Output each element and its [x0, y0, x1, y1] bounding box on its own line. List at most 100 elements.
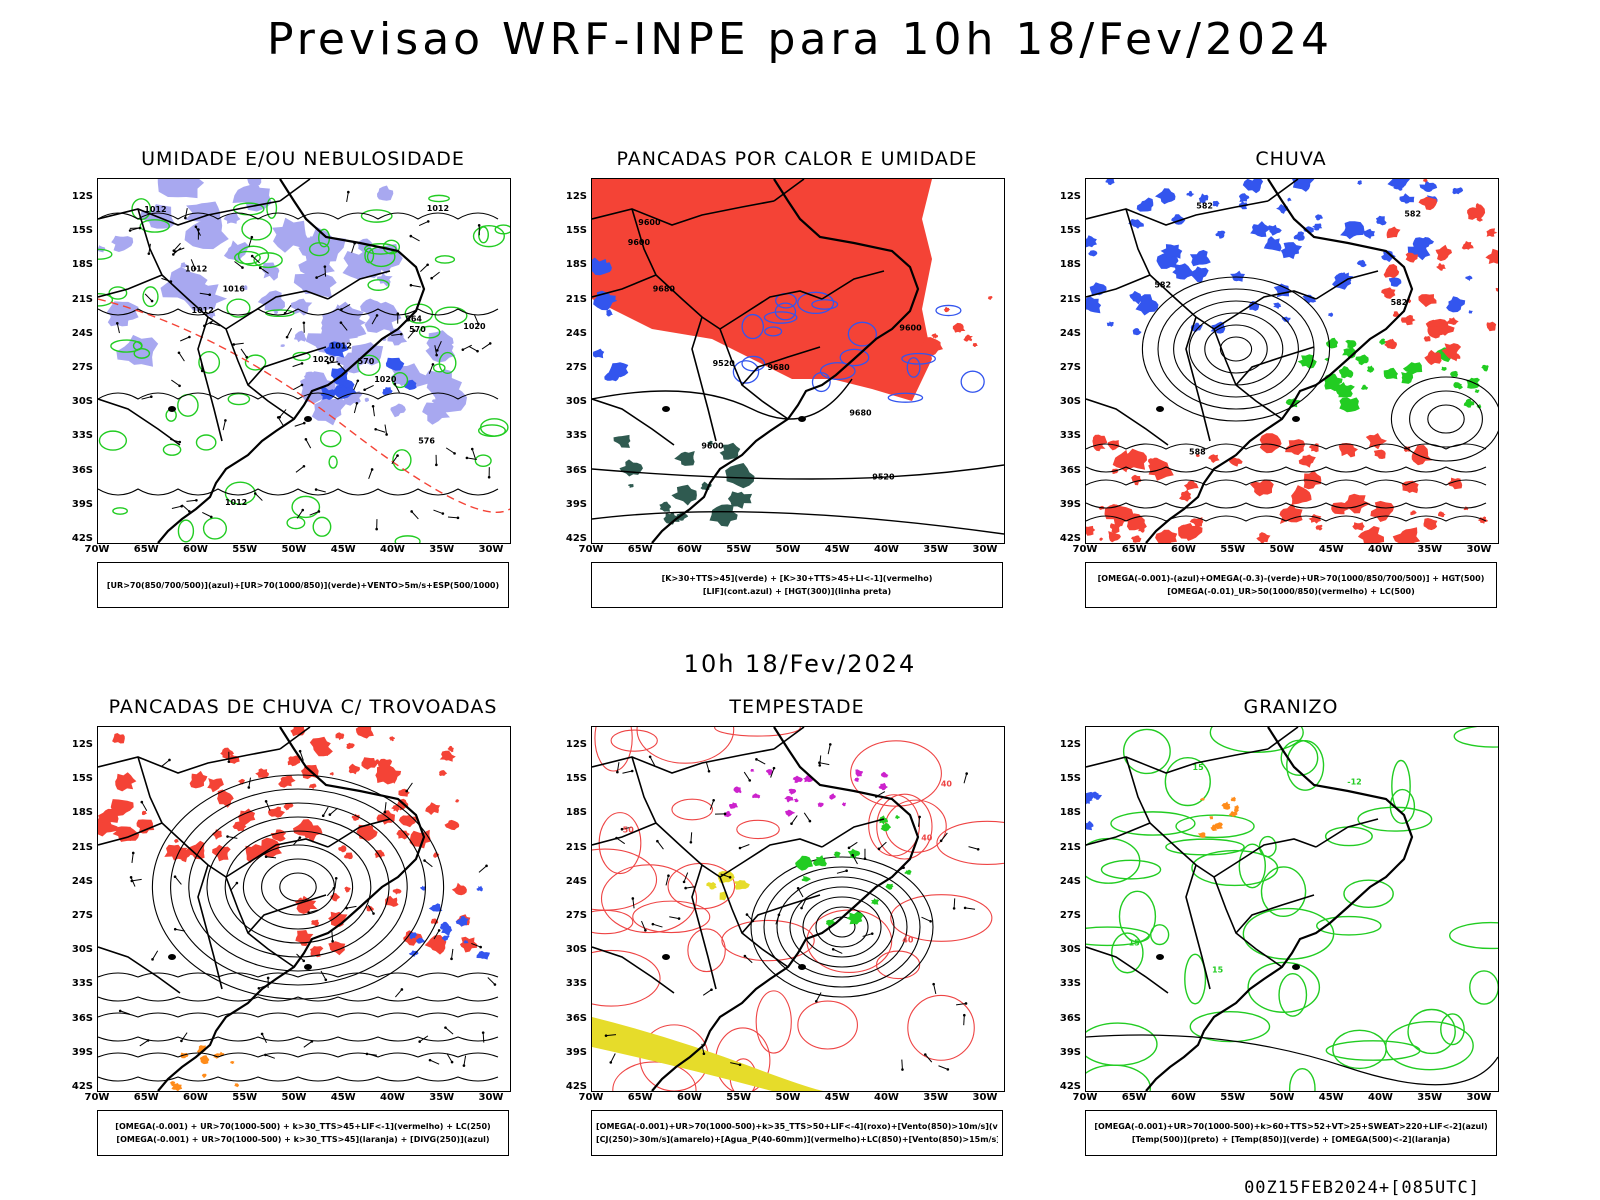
streamline-arrow [303, 1041, 313, 1048]
lat-tick-label: 33S [71, 430, 93, 442]
divergence-area [409, 932, 418, 940]
map-pancadas-calor: 9680 9680 9680 9600 9600 9600 9600 9520 9520 [591, 178, 1005, 544]
legend-line: [LIF](cont.azul) + [HGT(300)](linha pret… [702, 587, 892, 596]
wind-850-area [795, 855, 813, 871]
state-border [631, 208, 721, 330]
temp-850-contour [1164, 756, 1211, 807]
heat-green-area [719, 442, 741, 460]
contour-label: 588 [1189, 448, 1206, 457]
streamline [206, 816, 390, 958]
wind-vector-head [430, 276, 433, 280]
rain-red-area [1467, 205, 1486, 220]
divergence-area [428, 903, 443, 912]
panel-title-tempestade: TEMPESTADE [729, 696, 865, 718]
wind-vector-head [426, 220, 430, 223]
rain-blue-area [1388, 277, 1402, 287]
streamline [763, 866, 921, 988]
wind-vector [632, 898, 635, 909]
wind-vector [116, 323, 120, 334]
wind-vector [431, 271, 440, 279]
lat-tick-label: 33S [565, 978, 587, 990]
streamline-arrow [320, 970, 327, 981]
streamline [98, 1012, 499, 1018]
rain-blue-area [1340, 221, 1365, 240]
lifted-index-contour [741, 313, 764, 340]
lon-tick-label: 45W [330, 1092, 356, 1103]
storm-shower-area [207, 778, 224, 793]
wind-vector [901, 1059, 903, 1070]
humidity-blue-area [364, 397, 370, 402]
state-border [98, 748, 281, 774]
temp-850-contour [1191, 849, 1279, 887]
humidity-green-contour [292, 351, 311, 362]
lifted-index-contour [960, 370, 985, 393]
x [277, 487, 282, 492]
wind-vector [233, 342, 244, 345]
humidity-green-contour [227, 392, 251, 406]
contour-label: 9520 [872, 473, 895, 482]
geopotential-contour [1204, 324, 1268, 374]
storm-shower-area [335, 732, 345, 741]
streamline-arrow [174, 876, 182, 885]
precipitable-water-contour [667, 862, 736, 910]
humidity-blue-area [257, 290, 285, 312]
wind-vector [690, 832, 693, 843]
wind-vector [428, 364, 434, 374]
storm-shower-area [278, 775, 296, 788]
pressure-isobar [98, 488, 499, 496]
wind-vector [852, 854, 858, 865]
contour-label: 9680 [767, 363, 790, 372]
wind-vector [181, 504, 190, 512]
wind-vector-head [396, 312, 400, 315]
lat-tick-label: 15S [565, 773, 587, 785]
rain-red-area [1108, 531, 1121, 543]
wind-vector-head [796, 887, 800, 890]
precipitable-water-contour [687, 928, 726, 973]
humidity-blue-area [293, 265, 337, 298]
storm-shower-area [220, 747, 235, 759]
state-border [225, 838, 329, 878]
streamline-arrow-head [428, 1058, 432, 1062]
lon-tick-label: 40W [1368, 544, 1393, 555]
humidity-green-contour [286, 516, 306, 530]
lake [1156, 406, 1164, 412]
jet-stream-area [592, 1017, 832, 1091]
x [251, 248, 256, 252]
wind-vector-head [616, 770, 619, 774]
rain-green-area [1325, 337, 1339, 349]
streamline-arrow [478, 865, 487, 873]
geopotential-contour [1086, 466, 1487, 473]
humidity-blue-area [98, 245, 106, 253]
divergence-area [420, 885, 427, 891]
wind-vector [468, 345, 478, 352]
wind-vector [756, 758, 766, 765]
lat-tick-label: 27S [565, 362, 587, 373]
streamline-arrow-head [260, 1032, 264, 1036]
wind-vector [199, 292, 210, 296]
lon-tick-label: 30W [972, 1092, 998, 1103]
wind-vector [933, 984, 937, 995]
contour-label: 9600 [628, 238, 651, 247]
streamline-arrow [433, 930, 440, 940]
storm-purple-area [755, 794, 761, 799]
storm-purple-area [733, 786, 742, 794]
wind-850-area [885, 883, 894, 890]
contour-label: 570 [409, 325, 426, 334]
streamline [750, 856, 934, 998]
lifted-index-contour [764, 326, 783, 337]
state-border [1213, 838, 1317, 878]
state-border [821, 270, 885, 300]
heat-green-area [674, 451, 695, 466]
streamline-arrow [308, 909, 319, 914]
contour-label: 1012 [144, 205, 166, 214]
temp-850-contour [1247, 961, 1321, 1013]
geopotential-contour [1157, 288, 1315, 410]
humidity-green-contour [391, 371, 409, 389]
lon-tick-label: 30W [1466, 544, 1492, 555]
lon-tick-label: 65W [1121, 1092, 1147, 1103]
x [283, 203, 287, 207]
rain-red-area [1411, 445, 1432, 466]
wind-vector-head [301, 508, 305, 512]
lat-tick-label: 12S [1059, 739, 1081, 750]
lake [1292, 964, 1300, 970]
